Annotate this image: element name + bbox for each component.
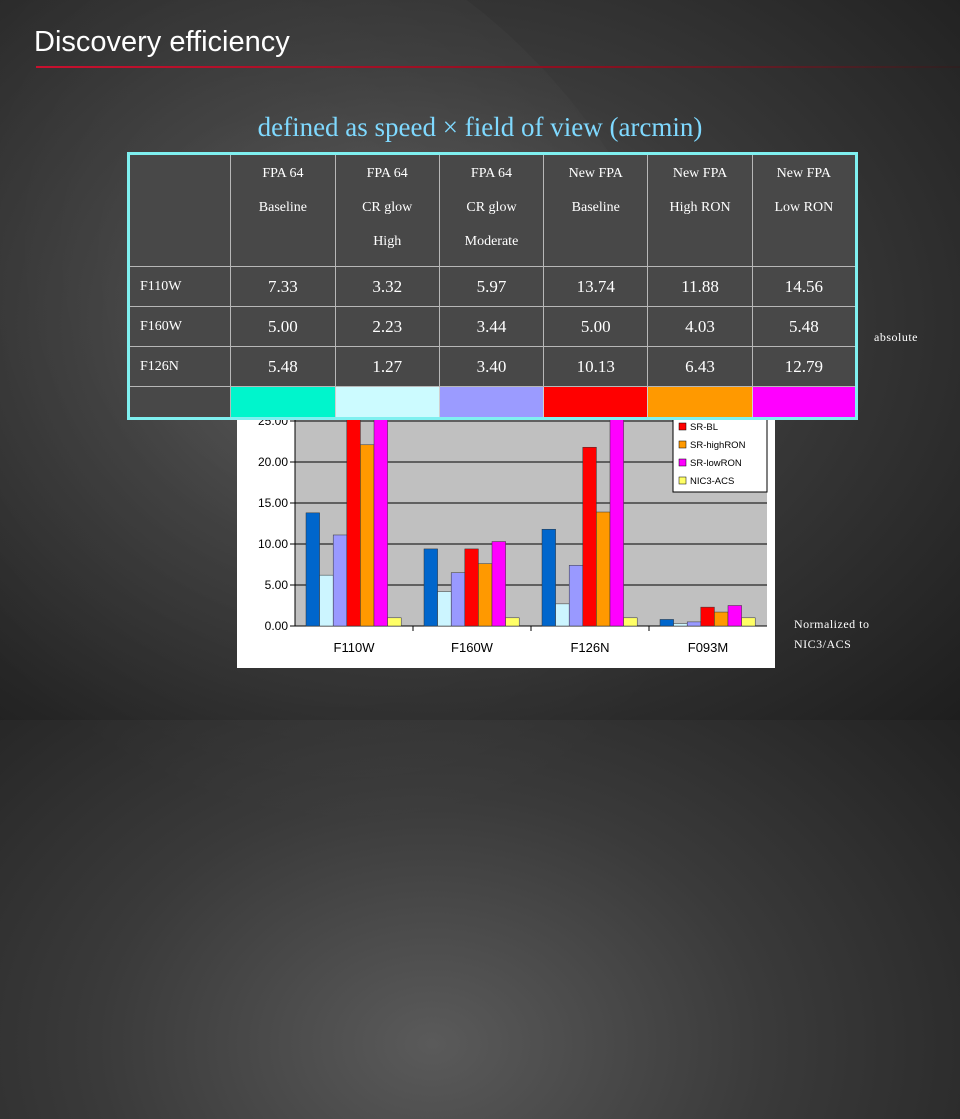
header-corner-cell	[127, 153, 232, 267]
color-swatch	[438, 386, 545, 419]
legend-label: SR-BL	[690, 422, 718, 433]
column-header: FPA 64 CR glow Moderate	[438, 153, 545, 267]
bar	[332, 534, 348, 627]
y-tick-label: 5.00	[265, 578, 289, 592]
table-cell: 5.48	[751, 306, 858, 347]
column-header: New FPA Baseline	[543, 153, 649, 267]
title-rule	[36, 66, 960, 68]
row-label: F126N	[127, 346, 232, 387]
table-row: F110W 7.33 3.32 5.97 13.74 11.88 14.56	[127, 266, 858, 307]
color-swatch	[647, 386, 753, 419]
table-cell: 3.40	[438, 346, 545, 387]
x-tick-label: F110W	[334, 640, 376, 655]
table-cell: 12.79	[751, 346, 858, 387]
table-cell: 10.13	[543, 346, 649, 387]
bar	[346, 415, 361, 627]
table-cell: 13.74	[543, 266, 649, 307]
table-cell: 5.97	[438, 266, 545, 307]
y-tick-label: 15.00	[258, 496, 288, 510]
row-label: F110W	[127, 266, 232, 307]
legend-label: SR-lowRON	[690, 458, 742, 469]
column-header: FPA 64 CR glow High	[334, 153, 440, 267]
legend-swatch	[678, 440, 687, 449]
bar	[373, 402, 388, 627]
bar	[450, 572, 466, 627]
bar	[437, 591, 452, 627]
legend-label: NIC3-ACS	[690, 476, 734, 487]
y-tick-label: 10.00	[258, 537, 288, 551]
color-swatch	[230, 386, 336, 419]
table-row: F126N 5.48 1.27 3.40 10.13 6.43 12.79	[127, 346, 858, 387]
y-tick-label: 20.00	[258, 455, 288, 469]
row-label: F160W	[127, 306, 232, 347]
column-header: New FPA High RON	[647, 153, 753, 267]
legend-label: SR-highRON	[690, 440, 746, 451]
bar	[555, 603, 570, 627]
color-swatch	[334, 386, 440, 419]
table-header-row: FPA 64 Baseline FPA 64 CR glow High FPA 64 C…	[127, 153, 858, 267]
bar	[505, 617, 520, 627]
bar	[360, 444, 375, 627]
bar	[741, 617, 756, 627]
table-cell: 5.00	[230, 306, 336, 347]
bar	[319, 574, 334, 627]
bar	[464, 548, 479, 627]
table-cell: 5.00	[543, 306, 649, 347]
table-cell: 14.56	[751, 266, 858, 307]
table-cell: 3.44	[438, 306, 545, 347]
bar	[686, 621, 702, 627]
x-tick-label: F093M	[688, 640, 728, 655]
bar	[423, 548, 438, 627]
x-tick-label: F160W	[451, 640, 494, 655]
normalized-note-line: NIC3/ACS	[794, 637, 852, 651]
table-cell: 7.33	[230, 266, 336, 307]
bar	[609, 401, 624, 627]
absolute-note: absolute	[874, 330, 918, 344]
color-key-empty-cell	[127, 386, 232, 419]
bar	[582, 446, 597, 627]
color-key-row	[127, 386, 858, 419]
color-swatch	[543, 386, 649, 419]
slide-subtitle: defined as speed × field of view (arcmin…	[257, 112, 703, 142]
slide-title: Discovery efficiency	[34, 26, 290, 58]
bar	[714, 611, 729, 627]
table-cell: 4.03	[647, 306, 753, 347]
bar	[541, 528, 556, 627]
bar	[568, 565, 584, 627]
bar	[673, 623, 688, 627]
normalized-note-line: Normalized to	[794, 617, 870, 631]
table-cell: 6.43	[647, 346, 753, 387]
table-cell: 5.48	[230, 346, 336, 387]
bar	[623, 617, 638, 627]
bar	[478, 563, 493, 627]
legend-swatch	[678, 458, 687, 467]
table-cell: 11.88	[647, 266, 753, 307]
y-tick-label: 0.00	[265, 619, 289, 633]
legend-swatch	[678, 422, 687, 431]
bar	[700, 606, 715, 627]
bar	[387, 617, 402, 627]
legend-swatch	[678, 476, 687, 485]
column-header: New FPA Low RON	[751, 153, 858, 267]
bar	[659, 619, 674, 627]
column-header: FPA 64 Baseline	[230, 153, 336, 267]
normalized-note: Normalized to NIC3/ACS	[794, 614, 869, 654]
efficiency-table: FPA 64 Baseline FPA 64 CR glow High FPA 64 C…	[127, 152, 858, 420]
color-swatch	[751, 386, 858, 419]
table-cell: 3.32	[334, 266, 440, 307]
x-tick-label: F126N	[570, 640, 609, 655]
bar	[727, 605, 742, 627]
table-cell: 2.23	[334, 306, 440, 347]
table-row: F160W 5.00 2.23 3.44 5.00 4.03 5.48	[127, 306, 858, 347]
table-cell: 1.27	[334, 346, 440, 387]
bar	[596, 511, 611, 627]
bar	[491, 541, 506, 627]
bar	[305, 512, 320, 627]
